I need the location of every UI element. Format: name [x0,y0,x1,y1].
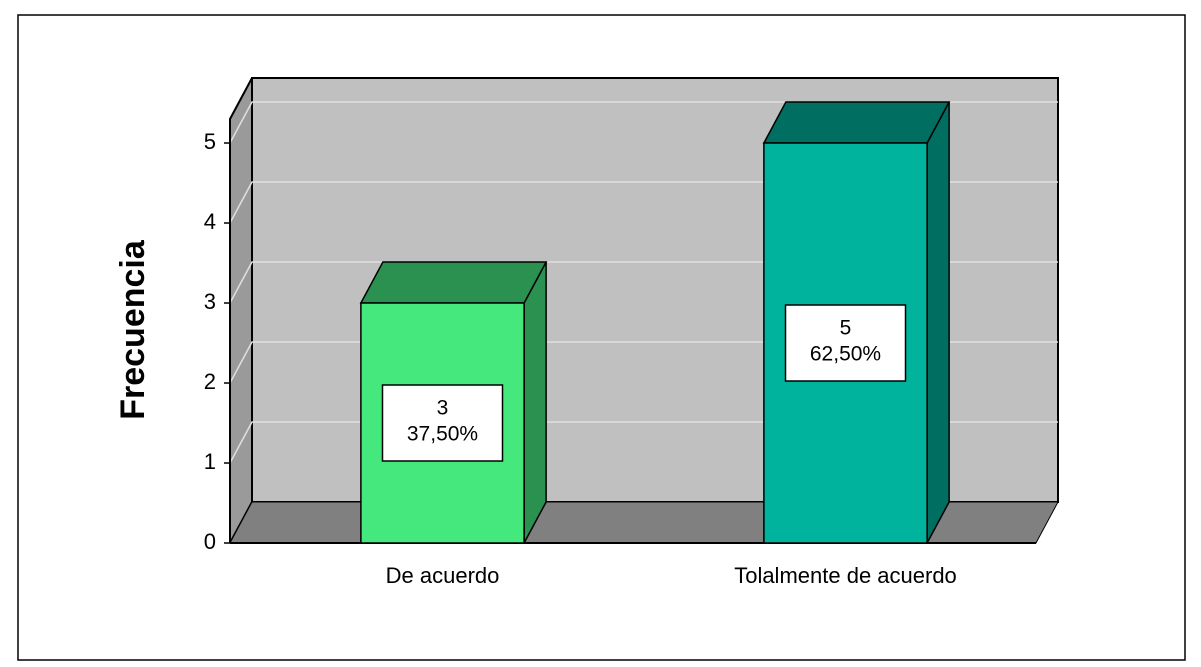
bar-side [523,261,547,544]
y-tick-label: 3 [204,289,216,314]
bar-top [359,261,548,304]
percentage-label: 37,50% [407,423,478,446]
data-label-box [381,384,504,462]
y-tick-label: 2 [204,369,216,394]
y-tick-label: 4 [204,209,216,234]
y-axis-label: Frecuencia [114,239,152,420]
y-tick-label: 1 [204,449,216,474]
data-label: 5 [840,317,852,340]
frame [17,14,1186,661]
data-label-box [784,304,907,382]
y-tick-label: 0 [204,529,216,554]
x-tick-label: De acuerdo [386,563,500,588]
data-label: 3 [437,397,449,420]
x-tick-label: Tolalmente de acuerdo [734,563,957,588]
bar-top [762,101,951,144]
side-wall [229,77,253,544]
bar-side [926,101,950,544]
percentage-label: 62,50% [810,343,881,366]
y-tick-label: 5 [204,129,216,154]
